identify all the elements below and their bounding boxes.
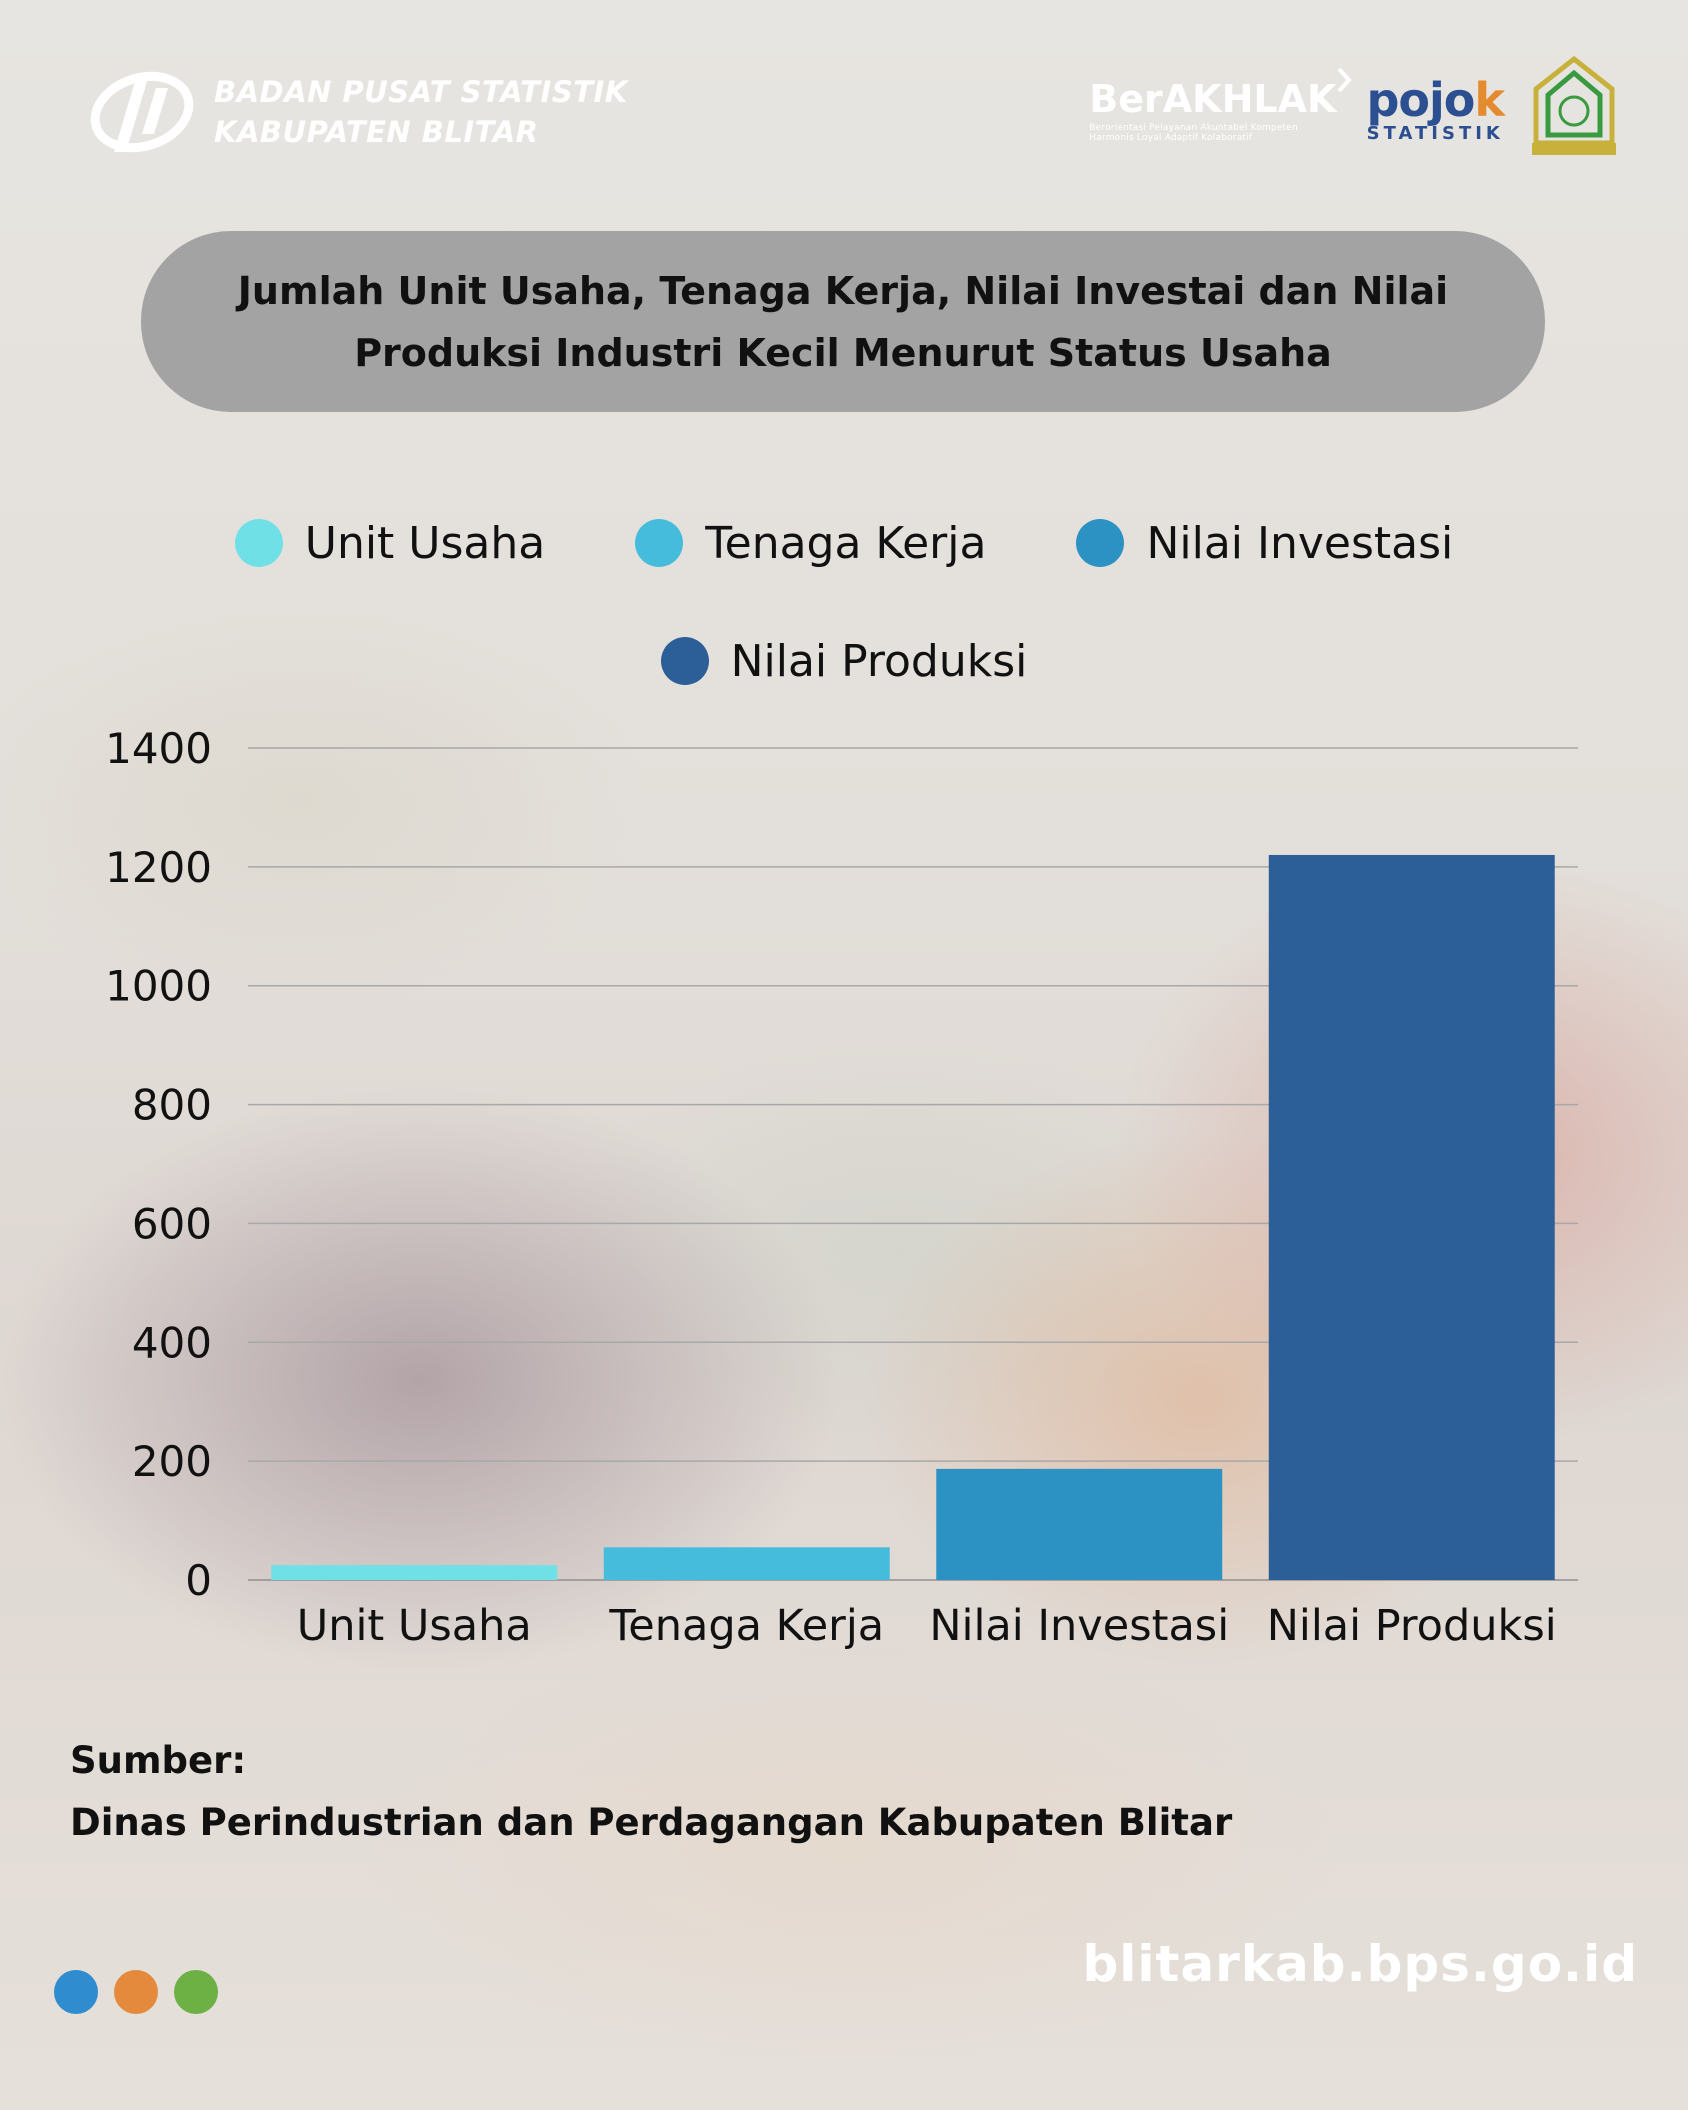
legend-label: Tenaga Kerja [705,517,987,569]
y-tick-label: 800 [132,1081,212,1130]
unu-blitar-logo [1526,55,1622,165]
pojok-text-a: pojo [1366,72,1476,127]
org-line2: KABUPATEN BLITAR [214,115,539,149]
y-tick-label: 600 [132,1199,212,1248]
y-tick-label: 0 [185,1556,212,1605]
bar [271,1565,558,1580]
legend-row: Unit Usaha Tenaga Kerja Nilai Investasi [0,505,1688,581]
legend-swatch [1076,519,1125,567]
berakhlak-subtitle: Berorientasi Pelayanan Akuntabel Kompete… [1089,123,1298,143]
partner-logos: BerAKHLAK Berorientasi Pelayanan Akuntab… [1089,55,1622,165]
legend-label: Nilai Produksi [730,635,1028,687]
legend-item-unit-usaha: Unit Usaha [234,517,546,569]
bar [936,1468,1223,1580]
legend-item-nilai-investasi: Nilai Investasi [1076,518,1453,569]
x-tick-label: Nilai Investasi [929,1601,1229,1651]
source-text: Dinas Perindustrian dan Perdagangan Kabu… [70,1801,1233,1844]
pojok-text-b: k [1474,72,1505,127]
x-tick-label: Nilai Produksi [1267,1601,1557,1651]
legend-swatch [660,637,709,685]
dot-icon [54,1970,98,2014]
y-tick-label: 1000 [105,962,212,1011]
x-tick-label: Unit Usaha [297,1601,532,1651]
chart-title: Jumlah Unit Usaha, Tenaga Kerja, Nilai I… [237,268,1449,375]
org-line1: BADAN PUSAT STATISTIK [214,75,628,109]
dot-icon [114,1970,158,2014]
legend-row: Nilai Produksi [0,623,1688,699]
legend-label: Unit Usaha [304,517,546,569]
y-tick-label: 1200 [105,843,212,892]
x-tick-label: Tenaga Kerja [608,1601,884,1651]
bar [603,1547,890,1580]
legend-label: Nilai Investasi [1146,517,1454,569]
legend-item-nilai-produksi: Nilai Produksi [660,635,1028,687]
bps-header: BADAN PUSAT STATISTIK KABUPATEN BLITAR [84,64,628,160]
pojok-statistik-logo: pojok STATISTIK [1367,77,1505,144]
bar-chart: 0 200 400 600 800 1000 1200 1400 Unit Usaha Tenag… [105,724,1578,1651]
source-note: Sumber: Dinas Perindustrian dan Perdagan… [70,1730,1232,1854]
berakhlak-logo: BerAKHLAK Berorientasi Pelayanan Akuntab… [1089,67,1352,143]
decorative-dots [54,1970,234,2014]
bar [1268,854,1555,1580]
bps-logo-icon [90,71,194,153]
legend-item-tenaga-kerja: Tenaga Kerja [635,518,986,569]
unu-emblem-icon [1532,55,1616,155]
berakhlak-text: BerAKHLAK [1089,77,1337,121]
org-name: BADAN PUSAT STATISTIK KABUPATEN BLITAR [214,72,628,152]
legend-swatch [635,519,684,567]
pojok-subtext: STATISTIK [1366,122,1504,144]
y-tick-label: 400 [132,1318,212,1367]
chart-legend: Unit Usaha Tenaga Kerja Nilai Investasi … [0,505,1688,741]
dot-icon [174,1970,218,2014]
y-tick-label: 200 [132,1437,212,1486]
source-label: Sumber: [70,1739,247,1782]
legend-swatch [234,519,283,567]
y-tick-label: 1400 [105,724,212,773]
chevron-right-icon [1337,67,1352,93]
chart-title-banner: Jumlah Unit Usaha, Tenaga Kerja, Nilai I… [141,231,1545,412]
website-url[interactable]: blitarkab.bps.go.id [1082,1935,1638,1993]
